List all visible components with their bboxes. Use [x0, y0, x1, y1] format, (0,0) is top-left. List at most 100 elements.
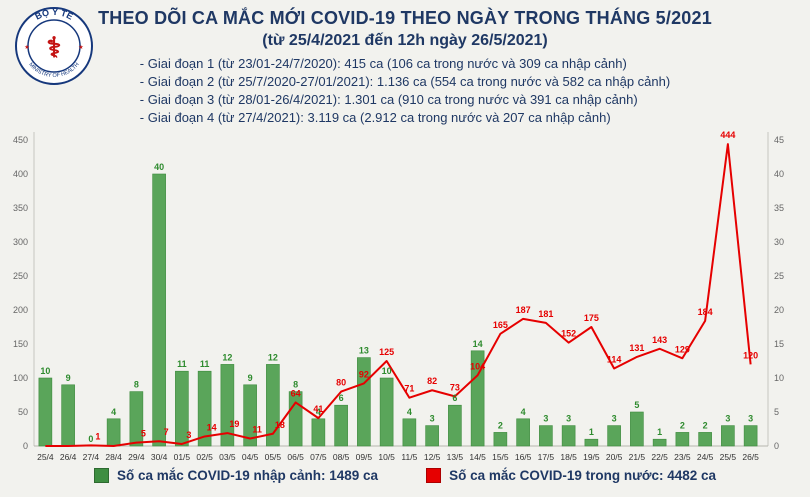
bar-imported	[61, 384, 75, 447]
moh-logo-svg: BỘ Y TẾ MINISTRY OF HEALTH ⚕ ★ ★	[15, 6, 93, 85]
legend-imported-label: Số ca mắc COVID-19 nhập cảnh: 1489 ca	[116, 468, 379, 483]
bar-imported	[448, 404, 462, 447]
x-axis-label: 09/5	[356, 452, 373, 462]
right-axis-tick: 45	[774, 135, 784, 145]
x-axis-label: 12/5	[424, 452, 441, 462]
bar-imported	[743, 425, 758, 447]
line-value-label: 165	[493, 320, 508, 330]
right-axis-tick: 0	[774, 441, 779, 451]
bar-imported	[311, 418, 326, 447]
line-value-label: 7	[164, 427, 169, 437]
bar-value-label: 4	[316, 407, 321, 417]
bar-value-label: 9	[66, 373, 71, 383]
bar-value-label: 8	[293, 380, 298, 390]
x-axis-label: 05/5	[265, 452, 282, 462]
bar-imported	[698, 432, 712, 447]
bar-imported	[129, 391, 144, 447]
bar-imported	[721, 425, 735, 447]
x-axis-label: 03/5	[219, 452, 236, 462]
line-value-label: 104	[470, 361, 485, 371]
logo-inner-ring	[27, 19, 81, 73]
bar-imported	[425, 425, 439, 447]
bar-imported	[106, 418, 121, 447]
line-value-label: 143	[652, 335, 667, 345]
covid-daily-chart: 0501001502002503003504004500510152025303…	[13, 130, 784, 462]
bar-imported	[38, 377, 53, 447]
bar-value-label: 3	[566, 414, 571, 424]
x-axis-label: 06/5	[287, 452, 304, 462]
x-axis-label: 26/4	[60, 452, 77, 462]
stage-4-summary: - Giai đoạn 4 (từ 27/4/2021): 3.119 ca (…	[139, 110, 611, 125]
x-axis-label: 07/5	[310, 452, 327, 462]
bar-value-label: 3	[748, 414, 753, 424]
line-value-label: 129	[675, 344, 690, 354]
bar-value-label: 6	[452, 393, 457, 403]
bar-imported	[539, 425, 553, 447]
right-axis-tick: 35	[774, 203, 784, 213]
bar-imported	[243, 384, 257, 447]
bar-value-label: 4	[111, 407, 116, 417]
right-axis-tick: 40	[774, 169, 784, 179]
legend-domestic-label: Số ca mắc COVID-19 trong nước: 4482 ca	[449, 468, 717, 483]
line-value-label: 71	[404, 384, 414, 394]
bar-value-label: 10	[382, 366, 392, 376]
line-value-label: 1	[95, 431, 100, 441]
line-value-label: 14	[207, 422, 217, 432]
bar-imported	[675, 432, 690, 447]
x-axis-label: 27/4	[83, 452, 100, 462]
logo-org-text: BỘ Y TẾ	[33, 6, 74, 21]
line-value-label: 131	[629, 343, 644, 353]
bar-value-label: 12	[268, 352, 278, 362]
x-axis-label: 19/5	[583, 452, 600, 462]
bar-value-label: 1	[589, 427, 594, 437]
line-value-label: 125	[379, 347, 394, 357]
line-value-label: 64	[291, 388, 301, 398]
bar-value-label: 14	[473, 339, 483, 349]
caduceus-icon: ⚕	[46, 32, 61, 63]
left-axis-tick: 350	[13, 203, 28, 213]
bar-imported	[402, 418, 417, 447]
left-axis-tick: 450	[13, 135, 28, 145]
bar-value-label: 11	[177, 359, 187, 369]
left-axis-tick: 400	[13, 169, 28, 179]
bar-imported	[607, 425, 621, 447]
line-value-label: 73	[450, 382, 460, 392]
line-value-label: 19	[229, 419, 239, 429]
line-value-label: 3	[186, 430, 191, 440]
stage-3-summary: - Giai đoạn 3 (từ 28/01-26/4/2021): 1.30…	[139, 92, 638, 107]
x-axis-label: 24/5	[697, 452, 714, 462]
line-domestic	[45, 143, 752, 447]
x-axis-label: 10/5	[378, 452, 395, 462]
line-value-label: 41	[313, 404, 323, 414]
header: THEO DÕI CA MẮC MỚI COVID-19 THEO NGÀY T…	[0, 8, 810, 127]
bar-imported	[379, 377, 394, 447]
moh-logo: BỘ Y TẾ MINISTRY OF HEALTH ⚕ ★ ★	[14, 6, 94, 91]
bar-imported	[197, 370, 212, 447]
line-value-label: 82	[427, 376, 437, 386]
page-subtitle: (từ 25/4/2021 đến 12h ngày 26/5/2021)	[262, 32, 548, 49]
bar-value-label: 2	[703, 420, 708, 430]
legend-domestic-swatch	[426, 468, 442, 483]
bar-imported	[470, 350, 485, 447]
bar-value-label: 1	[657, 427, 662, 437]
bar-value-label: 12	[222, 352, 232, 362]
x-axis-label: 13/5	[447, 452, 464, 462]
x-axis-label: 21/5	[629, 452, 646, 462]
bar-value-label: 3	[725, 414, 730, 424]
right-axis-tick: 20	[774, 305, 784, 315]
line-value-label: 11	[252, 425, 262, 435]
line-value-label: 18	[275, 420, 285, 430]
bar-imported	[584, 438, 599, 447]
bar-value-label: 10	[40, 366, 50, 376]
right-axis-tick: 25	[774, 271, 784, 281]
x-axis-label: 28/4	[105, 452, 122, 462]
left-axis-tick: 100	[13, 373, 28, 383]
bar-imported	[652, 438, 667, 447]
left-axis-tick: 250	[13, 271, 28, 281]
bar-value-label: 3	[543, 414, 548, 424]
bar-value-label: 6	[339, 393, 344, 403]
x-axis-label: 17/5	[538, 452, 555, 462]
bar-imported	[288, 391, 303, 447]
bar-imported	[630, 411, 644, 447]
